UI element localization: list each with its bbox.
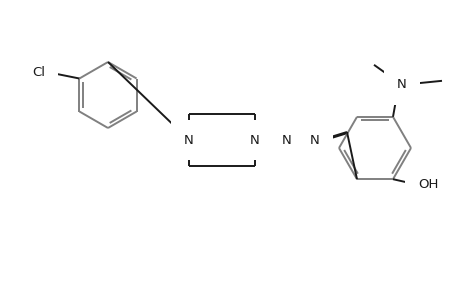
Text: N: N — [281, 134, 291, 146]
Text: N: N — [309, 134, 319, 146]
Text: Cl: Cl — [32, 66, 45, 79]
Text: OH: OH — [417, 178, 437, 191]
Text: N: N — [184, 134, 193, 146]
Text: N: N — [250, 134, 259, 146]
Text: N: N — [396, 78, 406, 91]
